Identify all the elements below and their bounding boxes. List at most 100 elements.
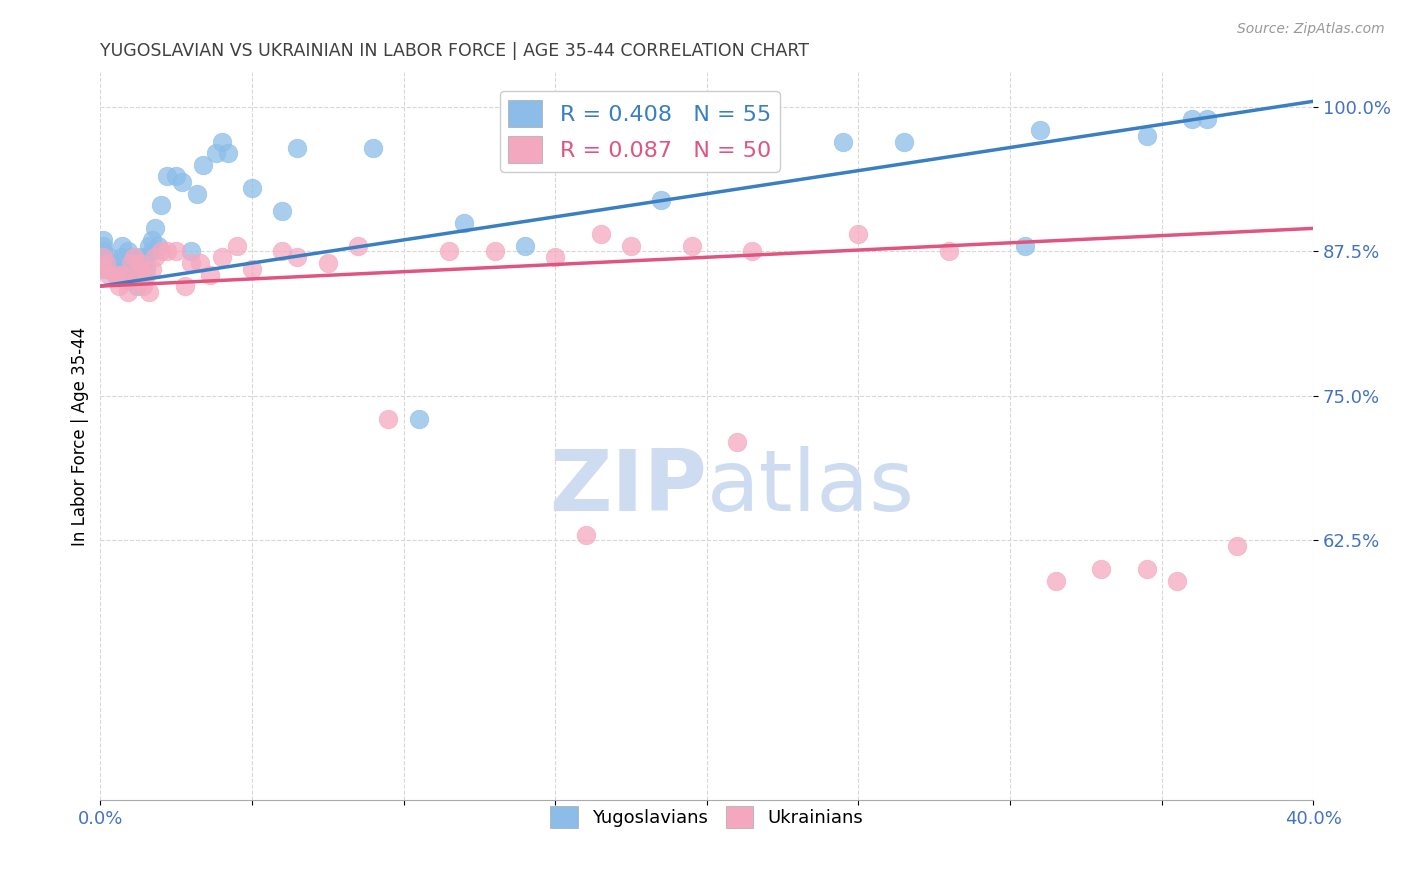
Point (1090, 562, 1112, 576)
Point (893, 135, 915, 149)
Point (165, 244, 187, 259)
Point (114, 261, 136, 276)
Point (377, 412, 399, 426)
Point (832, 135, 855, 149)
Point (484, 244, 506, 259)
Point (110, 250, 132, 264)
Point (110, 238, 132, 252)
Point (271, 244, 294, 259)
Point (146, 238, 169, 252)
Point (150, 198, 173, 212)
Point (1029, 123, 1052, 137)
Point (150, 244, 173, 259)
Point (756, 128, 779, 143)
Point (589, 227, 612, 242)
Point (141, 244, 163, 259)
Point (110, 268, 132, 282)
Point (141, 261, 163, 276)
Point (117, 244, 139, 259)
Point (143, 250, 166, 264)
Point (574, 140, 596, 154)
Point (574, 527, 596, 541)
Legend: Yugoslavians, Ukrainians: Yugoslavians, Ukrainians (543, 798, 870, 835)
Point (725, 435, 748, 450)
Point (287, 140, 309, 154)
Point (143, 221, 166, 235)
Point (128, 250, 150, 264)
Point (96, 256, 118, 270)
Point (190, 256, 212, 270)
Point (361, 140, 384, 154)
Point (138, 285, 160, 299)
Point (125, 256, 148, 270)
Point (138, 238, 160, 252)
Point (165, 169, 187, 184)
Point (93, 244, 115, 259)
Point (93, 233, 115, 247)
Point (1135, 128, 1157, 143)
Point (193, 158, 215, 172)
Point (135, 268, 157, 282)
Point (107, 256, 129, 270)
Point (198, 268, 221, 282)
Point (271, 204, 294, 219)
Point (620, 238, 643, 252)
Point (93, 250, 115, 264)
Point (93, 261, 115, 276)
Point (240, 181, 263, 195)
Point (107, 279, 129, 293)
Y-axis label: In Labor Force | Age 35-44: In Labor Force | Age 35-44 (72, 326, 89, 546)
Point (93, 238, 115, 252)
Point (1166, 574, 1188, 588)
Point (93, 250, 115, 264)
Point (101, 256, 124, 270)
Point (1014, 238, 1036, 252)
Point (453, 216, 475, 230)
Point (848, 227, 870, 242)
Point (98, 250, 121, 264)
Point (125, 279, 148, 293)
Point (180, 244, 202, 259)
Point (347, 238, 370, 252)
Point (211, 135, 233, 149)
Text: atlas: atlas (707, 446, 915, 529)
Point (287, 250, 309, 264)
Point (1045, 574, 1067, 588)
Point (1226, 539, 1249, 553)
Point (316, 256, 339, 270)
Point (117, 273, 139, 287)
Point (240, 261, 263, 276)
Point (938, 244, 960, 259)
Point (132, 256, 155, 270)
Point (114, 273, 136, 287)
Point (211, 250, 233, 264)
Point (120, 256, 142, 270)
Point (104, 268, 127, 282)
Point (180, 256, 202, 270)
Point (156, 169, 179, 184)
Point (117, 285, 139, 299)
Point (172, 175, 194, 189)
Point (135, 250, 157, 264)
Point (125, 273, 148, 287)
Point (1181, 112, 1204, 126)
Point (225, 238, 247, 252)
Point (156, 244, 179, 259)
Point (128, 261, 150, 276)
Point (104, 268, 127, 282)
Text: ZIP: ZIP (550, 446, 707, 529)
Text: YUGOSLAVIAN VS UKRAINIAN IN LABOR FORCE | AGE 35-44 CORRELATION CHART: YUGOSLAVIAN VS UKRAINIAN IN LABOR FORCE … (100, 42, 810, 60)
Point (1135, 562, 1157, 576)
Point (650, 193, 672, 207)
Point (120, 268, 142, 282)
Point (513, 238, 536, 252)
Point (132, 279, 155, 293)
Point (174, 279, 197, 293)
Point (408, 412, 430, 426)
Point (122, 250, 145, 264)
Point (141, 233, 163, 247)
Point (128, 256, 150, 270)
Point (120, 250, 142, 264)
Point (217, 146, 239, 161)
Point (135, 261, 157, 276)
